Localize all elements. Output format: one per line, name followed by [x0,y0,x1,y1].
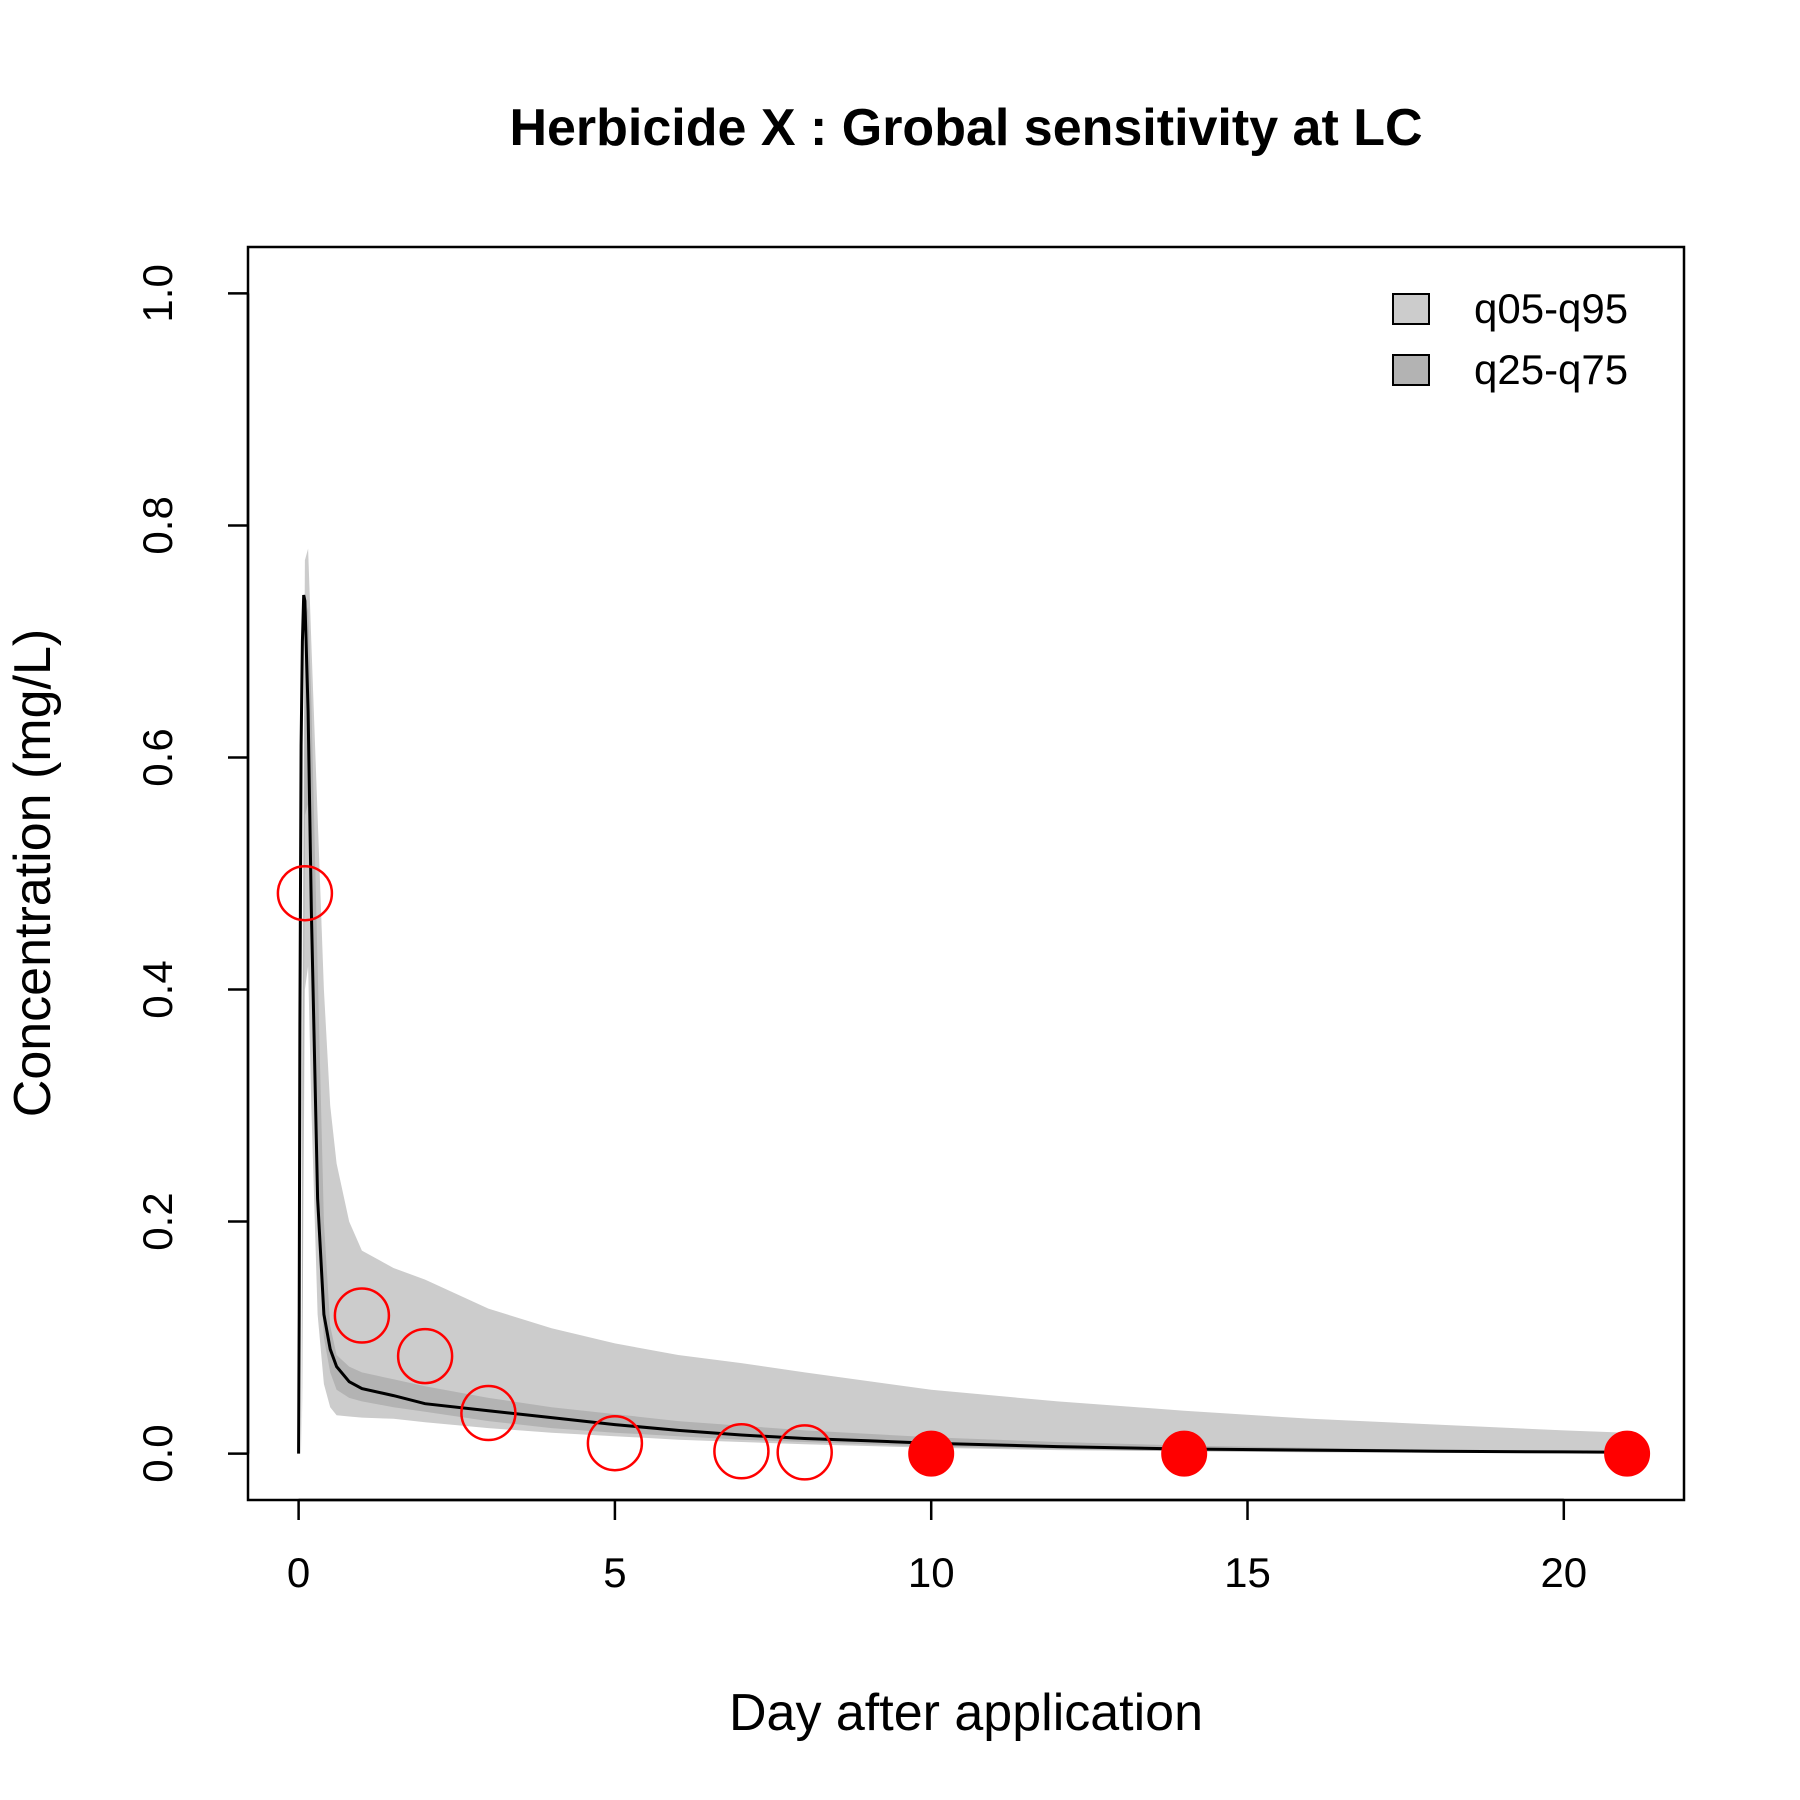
legend-swatch-outer [1392,293,1430,325]
x-tick-label: 0 [287,1549,310,1596]
observation-point-open [460,1384,517,1442]
y-axis-label: Concentration (mg/L) [4,629,62,1117]
x-axis: 0 5 10 15 20 [287,1498,1587,1596]
observation-point-filled [908,1430,955,1477]
legend: q05-q95 q25-q75 [1392,285,1628,393]
observation-point-open [276,864,334,922]
observation-point-open [776,1424,833,1481]
median-line [297,594,1628,1454]
chart-title: Herbicide X : Grobal sensitivity at LC [509,99,1422,157]
x-tick-label: 15 [1224,1549,1271,1596]
legend-swatch-inner [1392,354,1430,386]
legend-label-outer: q05-q95 [1474,285,1628,332]
y-tick-label: 0.4 [134,960,181,1018]
observation-point-open [333,1287,391,1344]
legend-label-inner: q25-q75 [1474,346,1628,393]
y-tick-label: 0.0 [134,1424,181,1482]
band-q05-q95 [301,548,1628,1454]
observation-point-filled [1161,1430,1208,1477]
observation-point-open [713,1423,770,1480]
y-axis: 0.0 0.2 0.4 0.6 0.8 1.0 [134,264,250,1483]
x-tick-label: 10 [908,1549,955,1596]
y-tick-label: 0.2 [134,1192,181,1250]
x-axis-label: Day after application [729,1684,1203,1742]
x-tick-label: 5 [603,1549,626,1596]
x-tick-label: 20 [1540,1549,1587,1596]
y-tick-label: 0.6 [134,728,181,786]
observation-point-open [396,1327,454,1385]
y-tick-label: 1.0 [134,264,181,322]
plot-area [276,548,1651,1481]
y-tick-label: 0.8 [134,496,181,554]
observation-point-open [586,1414,644,1472]
observation-point-filled [1604,1430,1651,1477]
